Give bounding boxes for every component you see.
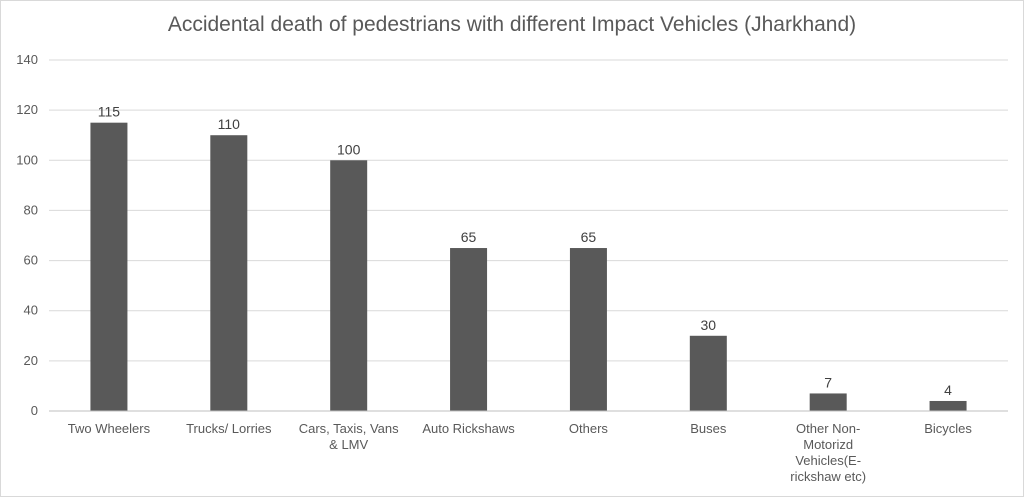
gridlines [49,59,1008,362]
data-label: 7 [824,374,832,390]
data-label: 65 [461,229,477,245]
y-tick-label: 100 [16,152,38,167]
category-label: Trucks/ Lorries [186,421,272,436]
category-label: Auto Rickshaws [422,421,515,436]
data-label: 65 [581,229,597,245]
bar [210,135,248,411]
category-label: Cars, Taxis, Vans & LMV [299,421,399,452]
y-tick-label: 120 [16,102,38,117]
y-axis-ticks: 0 20 40 60 80 100 120 140 [16,52,38,418]
category-label: Two Wheelers [68,421,151,436]
y-tick-label: 40 [24,303,38,318]
y-tick-label: 20 [24,353,38,368]
data-label: 100 [337,141,361,157]
bar [450,248,488,411]
bars [90,122,967,411]
bar [809,393,847,411]
y-tick-label: 140 [16,52,38,67]
data-label: 115 [98,104,121,120]
category-label: Other Non-Motorizd Vehicles(E-rickshaw et… [790,421,866,484]
category-label: Buses [690,421,727,436]
category-labels: Two Wheelers Trucks/ Lorries Cars, Taxis, … [68,421,973,484]
bar [689,335,727,411]
category-label: Bicycles [924,421,972,436]
y-tick-label: 60 [24,253,38,268]
bar [90,122,128,411]
y-tick-label: 80 [24,202,38,217]
data-label: 4 [944,382,952,398]
data-label: 30 [701,317,717,333]
chart-title: Accidental death of pedestrians with dif… [167,13,857,36]
bar [569,248,607,411]
data-label: 110 [218,116,241,132]
bar [330,160,368,411]
category-label: Others [569,421,609,436]
bar [929,400,967,411]
y-tick-label: 0 [31,403,38,418]
data-labels: 115 110 100 65 65 30 7 4 [98,104,952,398]
